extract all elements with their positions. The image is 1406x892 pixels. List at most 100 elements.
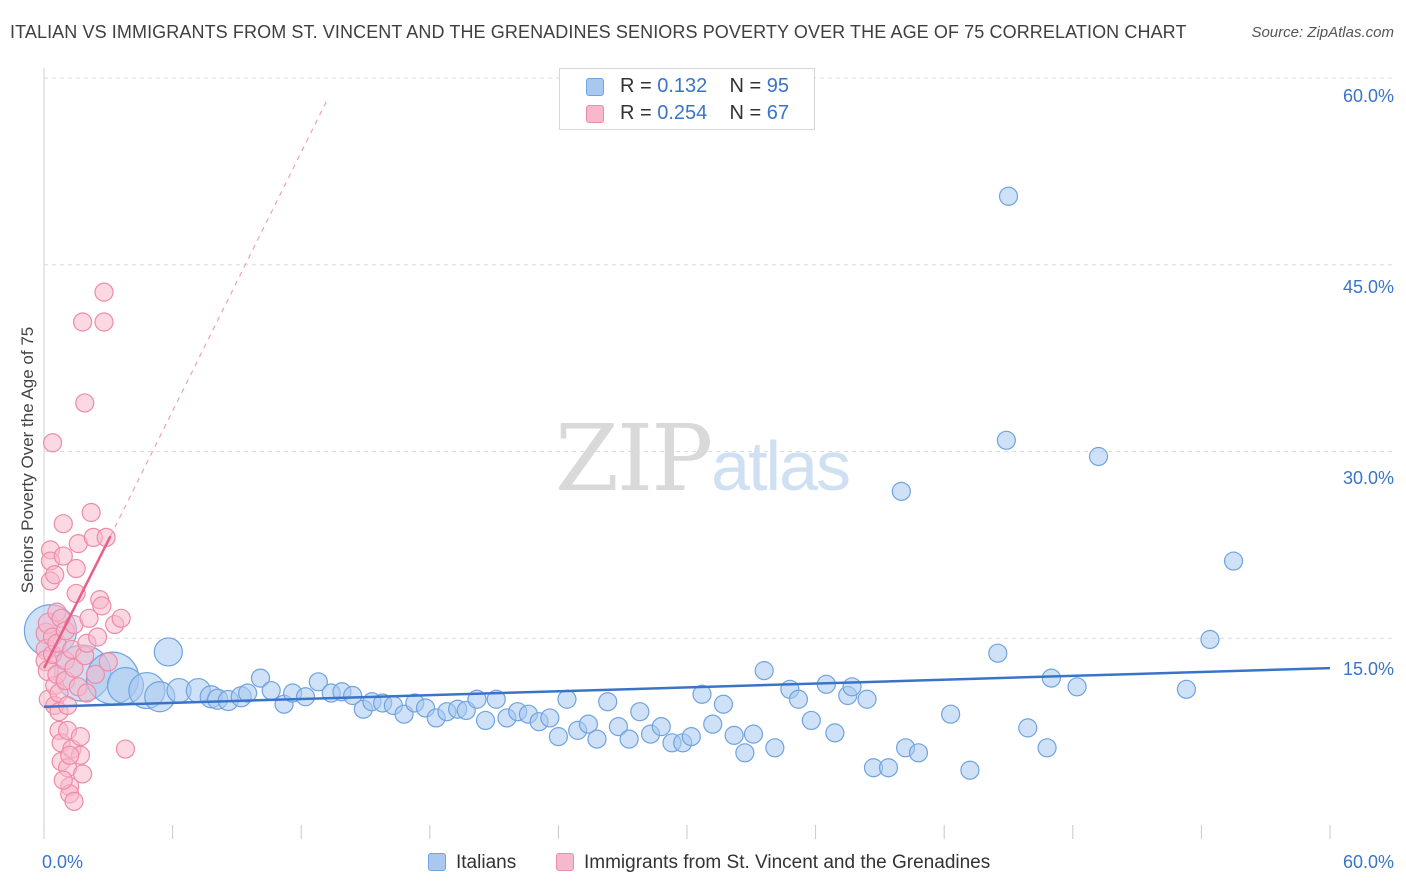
- data-point-italians: [238, 683, 258, 703]
- legend-r-label: R =: [620, 75, 652, 97]
- data-point-immigrants: [60, 745, 80, 765]
- data-point-italians: [878, 758, 899, 778]
- watermark-atlas: atlas: [711, 427, 851, 505]
- data-point-italians: [250, 668, 271, 688]
- data-point-italians: [598, 692, 618, 712]
- legend-n-value: 67: [766, 102, 790, 124]
- x-tick-label-max: 60.0%: [1342, 852, 1394, 872]
- data-point-italians: [651, 717, 671, 737]
- data-point-italians: [486, 689, 506, 709]
- bottom-legend-immigrants: Immigrants from St. Vincent and the Gren…: [556, 852, 990, 874]
- data-point-italians: [801, 710, 821, 731]
- data-point-italians: [743, 724, 764, 744]
- data-point-immigrants: [98, 652, 118, 672]
- data-point-immigrants: [72, 312, 93, 332]
- x-tick-label-min: 0.0%: [42, 852, 84, 872]
- data-point-immigrants: [79, 608, 99, 628]
- data-point-immigrants: [85, 664, 106, 684]
- legend-n-value: 95: [766, 75, 790, 97]
- data-point-immigrants: [42, 433, 63, 453]
- data-point-immigrants: [64, 658, 84, 678]
- data-point-italians: [578, 714, 599, 734]
- data-point-italians: [1067, 677, 1087, 697]
- data-point-immigrants: [77, 683, 97, 703]
- data-point-italians: [960, 760, 980, 780]
- data-point-italians: [557, 689, 577, 709]
- data-point-italians: [343, 685, 363, 706]
- data-point-italians: [475, 710, 496, 731]
- trend-line-immigrants-extrapolated: [109, 100, 328, 537]
- data-point-italians: [754, 661, 774, 681]
- data-point-immigrants: [94, 282, 114, 302]
- y-tick-label-60: 60.0%: [1342, 86, 1394, 106]
- data-point-italians: [630, 702, 650, 722]
- data-point-immigrants: [64, 791, 84, 811]
- data-point-italians: [1088, 446, 1109, 467]
- data-point-immigrants: [70, 727, 91, 747]
- data-point-immigrants: [53, 546, 73, 566]
- watermark-zip: ZIP: [555, 405, 713, 512]
- data-point-italians: [1223, 551, 1244, 571]
- data-point-immigrants: [53, 514, 73, 534]
- data-point-italians: [842, 677, 862, 697]
- data-point-italians: [1200, 629, 1220, 650]
- trend-line-immigrants: [42, 535, 112, 669]
- data-point-italians: [308, 672, 328, 692]
- data-point-italians: [692, 684, 712, 704]
- data-point-italians: [788, 689, 809, 709]
- correlation-legend: R = 0.132 N = 95 R = 0.254 N = 67: [559, 68, 815, 130]
- data-point-italians: [891, 481, 911, 501]
- data-point-italians: [825, 723, 845, 743]
- source-label: Source: ZipAtlas.com: [1251, 24, 1394, 41]
- y-tick-label-45: 45.0%: [1342, 277, 1394, 297]
- data-point-italians: [908, 743, 929, 763]
- data-point-italians: [1041, 668, 1061, 688]
- data-point-italians: [608, 717, 629, 737]
- bottom-legend-label-immigrants: Immigrants from St. Vincent and the Gren…: [584, 852, 991, 873]
- chart-title: ITALIAN VS IMMIGRANTS FROM ST. VINCENT A…: [10, 22, 1187, 42]
- data-point-italians: [587, 729, 607, 749]
- data-point-italians: [941, 704, 961, 724]
- data-point-immigrants: [87, 627, 108, 647]
- data-point-italians: [261, 680, 281, 701]
- data-point-italians: [295, 687, 316, 707]
- data-point-italians: [681, 727, 701, 747]
- data-point-italians: [857, 689, 877, 709]
- data-point-italians: [988, 643, 1008, 663]
- bottom-legend-italians: Italians: [428, 852, 516, 874]
- data-point-italians: [703, 714, 723, 734]
- data-point-immigrants: [92, 596, 112, 616]
- data-point-immigrants: [94, 312, 114, 332]
- data-point-italians: [998, 186, 1019, 206]
- legend-n-label: N =: [729, 102, 762, 124]
- legend-swatch-immigrants: [586, 105, 604, 123]
- bottom-legend-swatch-immigrants: [556, 853, 574, 871]
- data-point-immigrants: [72, 764, 93, 784]
- data-point-italians: [1018, 718, 1038, 738]
- legend-n-label: N =: [729, 75, 762, 97]
- data-point-immigrants: [53, 770, 73, 790]
- legend-r-value: 0.254: [657, 102, 708, 124]
- trend-line-italians: [43, 666, 1331, 708]
- bottom-legend-label-italians: Italians: [456, 852, 517, 873]
- data-point-italians: [548, 727, 569, 747]
- watermark: ZIPatlas: [555, 405, 851, 512]
- legend-swatch-italians: [586, 78, 604, 96]
- legend-text-immigrants: R = 0.254 N = 67: [620, 102, 789, 125]
- data-point-immigrants: [75, 393, 95, 413]
- data-point-immigrants: [66, 558, 86, 579]
- data-point-italians: [713, 694, 734, 714]
- y-tick-label-15: 15.0%: [1342, 659, 1394, 679]
- legend-text-italians: R = 0.132 N = 95: [620, 75, 789, 98]
- data-point-italians: [1176, 679, 1196, 699]
- data-point-italians: [735, 743, 755, 763]
- legend-r-label: R =: [620, 102, 652, 124]
- data-point-italians: [724, 725, 744, 745]
- data-point-italians: [996, 430, 1016, 450]
- data-point-immigrants: [81, 502, 101, 523]
- data-point-italians: [765, 738, 785, 758]
- data-point-italians: [540, 708, 560, 728]
- data-point-immigrants: [111, 608, 131, 628]
- data-point-italians: [1037, 738, 1057, 758]
